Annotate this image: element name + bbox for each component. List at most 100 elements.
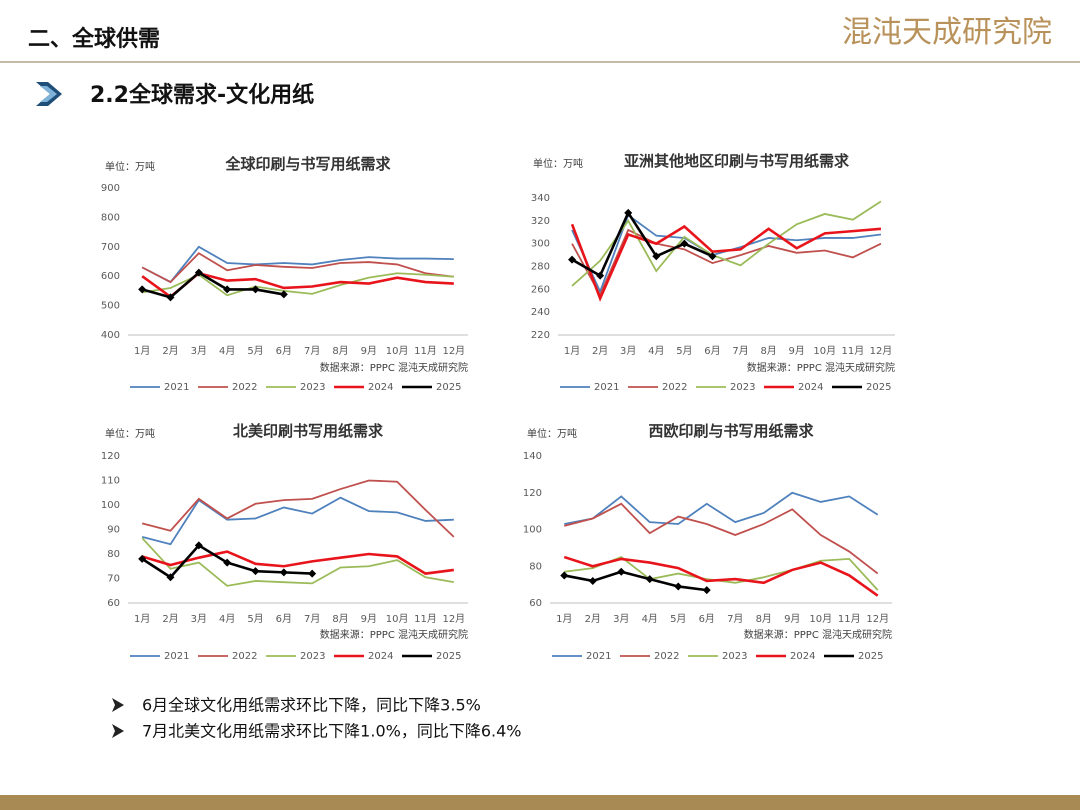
x-tick-label: 3月	[620, 345, 636, 357]
y-tick-label: 70	[107, 574, 120, 585]
x-tick-label: 7月	[727, 613, 743, 625]
source: 数据来源：PPPC 混沌天成研究院	[744, 628, 892, 641]
unit: 单位：万吨	[533, 157, 583, 170]
unit: 单位：万吨	[527, 427, 577, 440]
y-tick-label: 80	[107, 549, 120, 560]
y-tick-label: 220	[531, 330, 550, 341]
x-tick-label: 7月	[732, 345, 748, 357]
point	[194, 541, 203, 550]
legend-label: 2025	[866, 382, 891, 393]
legend-label: 2024	[798, 382, 823, 393]
chart-title: 亚洲其他地区印刷与书写用纸需求	[624, 152, 850, 170]
y-tick-label: 300	[531, 239, 550, 250]
legend-label: 2021	[164, 651, 189, 662]
y-tick-label: 340	[531, 193, 550, 204]
y-tick-label: 80	[529, 561, 542, 572]
source: 数据来源：PPPC 混沌天成研究院	[320, 628, 468, 641]
point	[708, 252, 717, 261]
point	[194, 268, 203, 277]
point	[138, 285, 147, 294]
x-tick-label: 5月	[247, 345, 263, 357]
point	[166, 293, 175, 302]
y-tick-label: 60	[529, 598, 542, 609]
x-tick-label: 6月	[704, 345, 720, 357]
x-tick-label: 5月	[670, 613, 686, 625]
unit: 单位：万吨	[105, 160, 155, 173]
x-tick-label: 7月	[304, 613, 320, 625]
x-tick-label: 9月	[789, 345, 805, 357]
source: 数据来源：PPPC 混沌天成研究院	[320, 361, 468, 374]
legend-label: 2022	[232, 382, 257, 393]
legend-label: 2024	[368, 382, 393, 393]
legend-label: 2025	[436, 651, 461, 662]
point	[645, 575, 654, 584]
footer-bar	[0, 795, 1080, 810]
y-tick-label: 320	[531, 216, 550, 227]
series-line	[564, 491, 879, 525]
y-tick-label: 800	[101, 212, 120, 223]
bullet: 7月北美文化用纸需求环比下降1.0%，同比下降6.4%	[142, 722, 521, 741]
x-tick-label: 8月	[332, 613, 348, 625]
point	[702, 586, 711, 595]
legend-label: 2023	[722, 651, 747, 662]
legend-label: 2024	[790, 651, 815, 662]
y-tick-label: 120	[101, 451, 120, 462]
y-tick-label: 700	[101, 242, 120, 253]
x-tick-label: 5月	[247, 613, 263, 625]
x-tick-label: 8月	[332, 345, 348, 357]
point	[223, 558, 232, 567]
x-tick-label: 9月	[361, 613, 377, 625]
x-tick-label: 3月	[191, 613, 207, 625]
x-tick-label: 10月	[386, 345, 409, 357]
x-tick-label: 3月	[191, 345, 207, 357]
point	[617, 567, 626, 576]
y-tick-label: 120	[523, 488, 542, 499]
y-tick-label: 280	[531, 262, 550, 273]
x-tick-label: 10月	[386, 613, 409, 625]
point	[624, 208, 633, 217]
x-tick-label: 9月	[784, 613, 800, 625]
point	[680, 239, 689, 248]
x-tick-label: 8月	[760, 345, 776, 357]
series-line	[564, 502, 879, 575]
x-tick-label: 1月	[556, 613, 572, 625]
x-tick-label: 5月	[676, 345, 692, 357]
x-tick-label: 10月	[809, 613, 832, 625]
y-tick-label: 100	[101, 500, 120, 511]
bullet-icon	[112, 724, 124, 738]
x-tick-label: 4月	[642, 613, 658, 625]
chevron-inner	[40, 86, 57, 102]
point	[166, 573, 175, 582]
x-tick-label: 1月	[134, 345, 150, 357]
x-tick-label: 1月	[564, 345, 580, 357]
point	[279, 290, 288, 299]
x-tick-label: 11月	[842, 345, 865, 357]
legend-label: 2023	[300, 382, 325, 393]
x-tick-label: 2月	[162, 345, 178, 357]
point	[251, 567, 260, 576]
series-line	[564, 570, 707, 592]
x-tick-label: 4月	[219, 613, 235, 625]
series-line	[571, 228, 882, 298]
source: 数据来源：PPPC 混沌天成研究院	[747, 361, 895, 374]
section-title: 二、全球供需	[28, 26, 160, 52]
legend-label: 2021	[594, 382, 619, 393]
x-tick-label: 11月	[414, 613, 437, 625]
point	[674, 582, 683, 591]
y-tick-label: 600	[101, 271, 120, 282]
x-tick-label: 12月	[866, 613, 889, 625]
y-tick-label: 900	[101, 183, 120, 194]
x-tick-label: 11月	[414, 345, 437, 357]
series-line	[141, 271, 285, 299]
series-line	[563, 555, 879, 597]
legend-label: 2024	[368, 651, 393, 662]
point	[223, 285, 232, 294]
x-tick-label: 4月	[219, 345, 235, 357]
x-tick-label: 12月	[442, 345, 465, 357]
series-line	[141, 550, 455, 575]
x-tick-label: 6月	[276, 345, 292, 357]
series-line	[141, 479, 455, 538]
legend-label: 2021	[164, 382, 189, 393]
series-line	[571, 200, 882, 287]
